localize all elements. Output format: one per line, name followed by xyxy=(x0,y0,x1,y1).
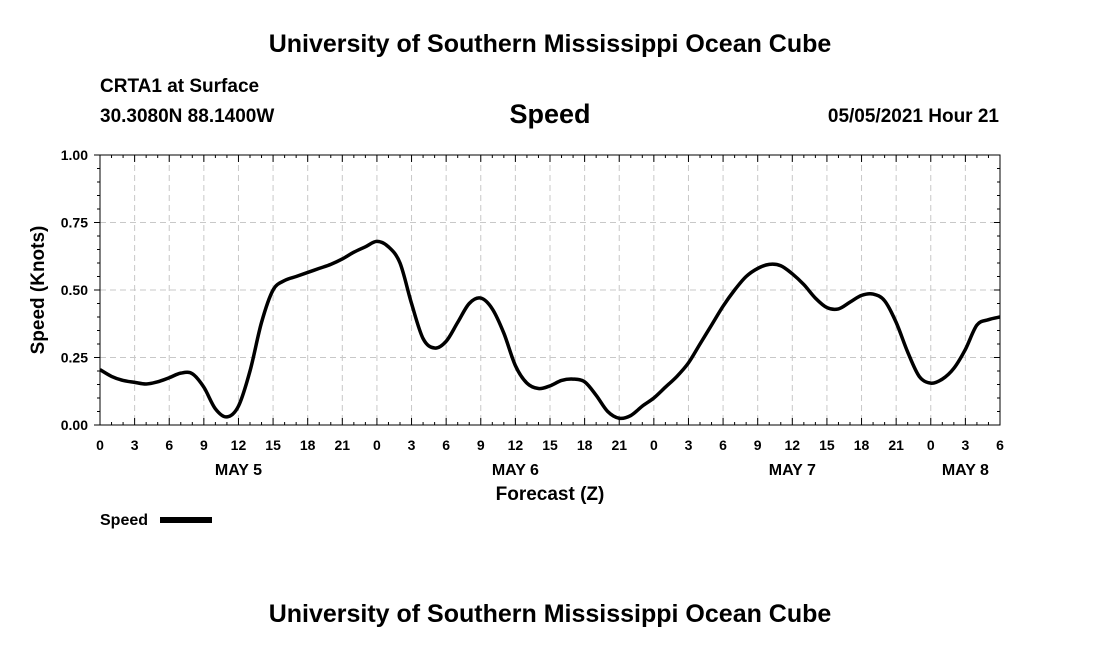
page-title: University of Southern Mississippi Ocean… xyxy=(268,30,832,58)
x-axis-label: Forecast (Z) xyxy=(496,484,605,505)
day-label: MAY 5 xyxy=(215,462,262,479)
x-tick-label: 3 xyxy=(408,437,416,453)
series-line-speed xyxy=(99,239,1001,421)
legend-label: Speed xyxy=(100,512,148,529)
day-label: MAY 6 xyxy=(492,462,539,479)
y-tick-label: 0.25 xyxy=(61,350,88,366)
x-tick-label: 15 xyxy=(542,437,558,453)
axis-ticks xyxy=(94,154,1001,426)
y-tick-label: 1.00 xyxy=(61,147,88,163)
x-tick-label: 3 xyxy=(961,437,969,453)
x-tick-label: 9 xyxy=(200,437,208,453)
y-axis-label: Speed (Knots) xyxy=(28,226,49,355)
x-tick-label: 9 xyxy=(477,437,485,453)
x-tick-label: 9 xyxy=(754,437,762,453)
y-tick-label: 0.75 xyxy=(61,215,88,231)
x-tick-label: 6 xyxy=(165,437,173,453)
x-tick-label: 12 xyxy=(231,437,247,453)
axis-labels: 0 3 6 9 12 15 18 21 0 3 6 9 12 15 18 21 0 3 6 9 12 15 18 21 0 3 6 0… xyxy=(61,147,1004,479)
x-tick-label: 6 xyxy=(442,437,450,453)
x-tick-label: 3 xyxy=(131,437,139,453)
x-tick-label: 3 xyxy=(685,437,693,453)
footer-title: University of Southern Mississippi Ocean… xyxy=(268,600,832,628)
x-tick-label: 12 xyxy=(508,437,524,453)
x-tick-label: 6 xyxy=(719,437,727,453)
x-tick-label: 6 xyxy=(996,437,1004,453)
x-tick-label: 0 xyxy=(373,437,381,453)
x-tick-label: 0 xyxy=(927,437,935,453)
chart-title: Speed xyxy=(509,99,591,129)
x-tick-label: 0 xyxy=(96,437,104,453)
x-tick-label: 18 xyxy=(300,437,316,453)
station-coordinates: 30.3080N 88.1400W xyxy=(100,106,275,127)
x-tick-label: 18 xyxy=(577,437,593,453)
day-label: MAY 8 xyxy=(942,462,989,479)
x-tick-label: 15 xyxy=(265,437,281,453)
day-label: MAY 7 xyxy=(769,462,816,479)
x-tick-label: 0 xyxy=(650,437,658,453)
legend: Speed xyxy=(100,512,212,529)
grid xyxy=(100,155,1000,425)
x-tick-label: 12 xyxy=(785,437,801,453)
x-tick-label: 18 xyxy=(854,437,870,453)
x-tick-label: 15 xyxy=(819,437,835,453)
station-name: CRTA1 at Surface xyxy=(100,76,260,97)
y-tick-label: 0.50 xyxy=(61,282,88,298)
x-tick-label: 21 xyxy=(335,437,351,453)
x-tick-label: 21 xyxy=(888,437,904,453)
y-tick-label: 0.00 xyxy=(61,417,88,433)
forecast-datetime: 05/05/2021 Hour 21 xyxy=(827,106,999,127)
series xyxy=(99,239,1001,421)
x-tick-label: 21 xyxy=(611,437,627,453)
